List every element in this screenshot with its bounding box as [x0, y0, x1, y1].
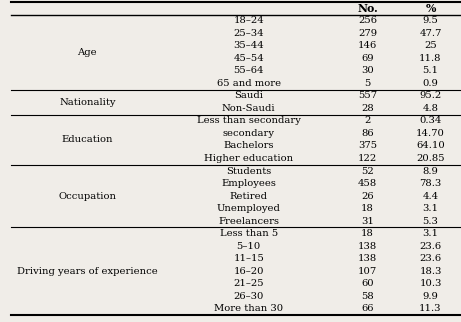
Text: 26–30: 26–30: [234, 292, 264, 301]
Text: 66: 66: [361, 304, 374, 313]
Text: Non-Saudi: Non-Saudi: [222, 104, 276, 113]
Text: 4.8: 4.8: [422, 104, 438, 113]
Text: 69: 69: [361, 54, 374, 63]
Text: 2: 2: [365, 117, 371, 126]
Text: 4.4: 4.4: [422, 192, 438, 201]
Text: 5–10: 5–10: [236, 242, 261, 251]
Text: 25–34: 25–34: [233, 29, 264, 38]
Text: 58: 58: [361, 292, 374, 301]
Text: 26: 26: [361, 192, 374, 201]
Text: Bachelors: Bachelors: [224, 141, 274, 150]
Text: Education: Education: [61, 135, 113, 144]
Text: 18.3: 18.3: [419, 267, 442, 276]
Text: 375: 375: [358, 141, 377, 150]
Text: 86: 86: [361, 129, 374, 138]
Text: 3.1: 3.1: [422, 204, 438, 213]
Text: 11.3: 11.3: [419, 304, 442, 313]
Text: Students: Students: [226, 166, 272, 175]
Text: 256: 256: [358, 16, 377, 25]
Text: 20.85: 20.85: [416, 154, 445, 163]
Text: 16–20: 16–20: [234, 267, 264, 276]
Text: 0.9: 0.9: [423, 79, 438, 88]
Text: 23.6: 23.6: [420, 242, 442, 251]
Text: No.: No.: [357, 4, 378, 14]
Text: 14.70: 14.70: [416, 129, 445, 138]
Text: secondary: secondary: [223, 129, 275, 138]
Text: 458: 458: [358, 179, 377, 188]
Text: 60: 60: [361, 279, 374, 288]
Text: Higher education: Higher education: [204, 154, 293, 163]
Text: 28: 28: [361, 104, 374, 113]
Text: 279: 279: [358, 29, 377, 38]
Text: 23.6: 23.6: [420, 254, 442, 263]
Text: Nationality: Nationality: [59, 98, 116, 107]
Text: 11.8: 11.8: [419, 54, 442, 63]
Text: 78.3: 78.3: [420, 179, 442, 188]
Text: 138: 138: [358, 242, 377, 251]
Text: Saudi: Saudi: [234, 91, 263, 100]
Text: 557: 557: [358, 91, 377, 100]
Text: Unemployed: Unemployed: [217, 204, 281, 213]
Text: 55–64: 55–64: [234, 66, 264, 75]
Text: 95.2: 95.2: [420, 91, 442, 100]
Text: 52: 52: [361, 166, 374, 175]
Text: 8.9: 8.9: [423, 166, 438, 175]
Text: %: %: [425, 4, 436, 14]
Text: Occupation: Occupation: [58, 192, 116, 201]
Text: 5.1: 5.1: [422, 66, 438, 75]
Text: 5.3: 5.3: [423, 217, 438, 226]
Text: Employees: Employees: [221, 179, 276, 188]
Text: 138: 138: [358, 254, 377, 263]
Text: 146: 146: [358, 41, 377, 50]
Text: 107: 107: [358, 267, 377, 276]
Text: Less than secondary: Less than secondary: [197, 117, 301, 126]
Text: 9.5: 9.5: [423, 16, 438, 25]
Text: 65 and more: 65 and more: [217, 79, 281, 88]
Text: 11–15: 11–15: [233, 254, 264, 263]
Text: 18: 18: [361, 229, 374, 238]
Text: 25: 25: [424, 41, 437, 50]
Text: 0.34: 0.34: [419, 117, 442, 126]
Text: 5: 5: [365, 79, 371, 88]
Text: 21–25: 21–25: [233, 279, 264, 288]
Text: 122: 122: [358, 154, 377, 163]
Text: Driving years of experience: Driving years of experience: [17, 267, 158, 276]
Text: 30: 30: [361, 66, 374, 75]
Text: Freelancers: Freelancers: [218, 217, 279, 226]
Text: Less than 5: Less than 5: [219, 229, 278, 238]
Text: 18–24: 18–24: [233, 16, 264, 25]
Text: 31: 31: [361, 217, 374, 226]
Text: 45–54: 45–54: [233, 54, 264, 63]
Text: 9.9: 9.9: [423, 292, 438, 301]
Text: 18: 18: [361, 204, 374, 213]
Text: Age: Age: [77, 48, 97, 57]
Text: 64.10: 64.10: [416, 141, 445, 150]
Text: More than 30: More than 30: [214, 304, 284, 313]
Text: 3.1: 3.1: [422, 229, 438, 238]
Text: 47.7: 47.7: [419, 29, 442, 38]
Text: 10.3: 10.3: [419, 279, 442, 288]
Text: 35–44: 35–44: [233, 41, 264, 50]
Text: Retired: Retired: [230, 192, 268, 201]
